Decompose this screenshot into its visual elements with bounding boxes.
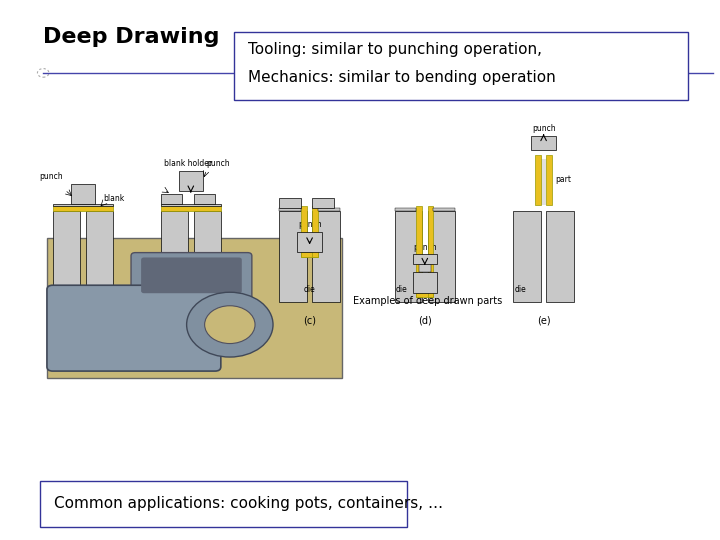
Bar: [161, 204, 221, 206]
FancyBboxPatch shape: [234, 32, 688, 100]
Bar: [179, 171, 203, 191]
Bar: [194, 211, 221, 302]
Bar: [161, 194, 182, 204]
Text: Common applications: cooking pots, containers, …: Common applications: cooking pots, conta…: [54, 496, 443, 511]
Bar: [194, 194, 215, 204]
Bar: [312, 206, 318, 256]
Text: Examples of deep drawn parts: Examples of deep drawn parts: [353, 296, 502, 306]
Bar: [312, 211, 340, 302]
Bar: [416, 293, 433, 297]
Bar: [297, 232, 322, 252]
Text: die: die: [515, 285, 526, 294]
Bar: [53, 206, 113, 211]
Text: blank: blank: [104, 194, 125, 203]
Text: Deep Drawing: Deep Drawing: [43, 27, 220, 47]
Bar: [413, 272, 437, 293]
Bar: [161, 206, 221, 211]
Bar: [301, 206, 307, 256]
Bar: [53, 211, 80, 302]
Text: part: part: [555, 176, 571, 185]
Text: (a): (a): [76, 316, 89, 326]
Bar: [279, 198, 301, 208]
Bar: [86, 211, 113, 302]
Circle shape: [204, 306, 255, 343]
Bar: [546, 211, 574, 302]
FancyBboxPatch shape: [131, 253, 252, 304]
Text: Tooling: similar to punching operation,: Tooling: similar to punching operation,: [248, 42, 542, 57]
Bar: [301, 252, 318, 256]
Text: punch: punch: [532, 124, 555, 133]
Bar: [416, 206, 422, 297]
Bar: [71, 184, 95, 204]
Bar: [541, 159, 546, 205]
Text: die: die: [396, 285, 408, 294]
Bar: [513, 211, 541, 302]
Bar: [433, 208, 455, 211]
Bar: [395, 211, 422, 302]
Text: (c): (c): [303, 316, 316, 326]
Bar: [279, 211, 307, 302]
Bar: [395, 208, 416, 211]
Text: blank holder: blank holder: [164, 159, 212, 168]
Text: Mechanics: similar to bending operation: Mechanics: similar to bending operation: [248, 70, 556, 85]
Text: (b): (b): [184, 316, 198, 326]
Bar: [413, 254, 437, 264]
Text: punch: punch: [298, 220, 321, 229]
Text: (d): (d): [418, 316, 432, 326]
Bar: [312, 198, 334, 208]
Text: punch: punch: [207, 159, 230, 168]
Circle shape: [186, 292, 273, 357]
Bar: [428, 211, 455, 302]
Bar: [318, 208, 340, 211]
Text: (e): (e): [537, 316, 550, 326]
Text: punch: punch: [40, 172, 63, 181]
Text: die: die: [54, 285, 66, 294]
Bar: [161, 211, 188, 302]
FancyBboxPatch shape: [141, 258, 242, 293]
Text: die: die: [162, 285, 174, 294]
Bar: [531, 136, 556, 150]
FancyBboxPatch shape: [47, 285, 221, 371]
Text: die: die: [304, 285, 315, 294]
Bar: [419, 264, 431, 272]
Text: punch: punch: [413, 242, 436, 252]
Bar: [535, 154, 541, 205]
Bar: [279, 208, 301, 211]
Bar: [53, 204, 113, 206]
Bar: [428, 206, 433, 297]
Bar: [546, 154, 552, 205]
FancyBboxPatch shape: [40, 481, 407, 526]
Bar: [47, 238, 342, 378]
